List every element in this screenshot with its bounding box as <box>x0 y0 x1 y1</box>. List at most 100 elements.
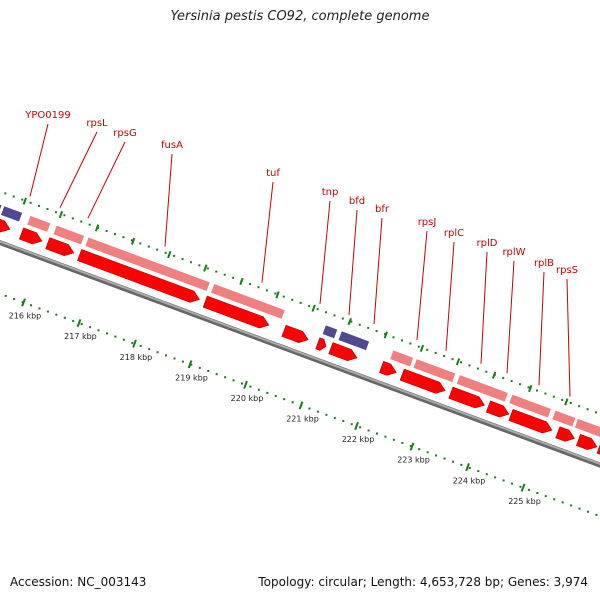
scale-dot <box>468 466 471 469</box>
kbp-tick-label: 224 kbp <box>453 476 486 485</box>
scale-dot <box>4 294 7 297</box>
scale-dot <box>232 379 235 382</box>
gene-arrow <box>399 368 446 394</box>
scale-dot <box>207 369 210 372</box>
gene-bar <box>573 417 600 438</box>
gene-arrow <box>596 444 600 455</box>
scale-tick <box>58 210 64 219</box>
scale-dot <box>561 501 564 504</box>
scale-dot <box>476 367 479 370</box>
scale-dot <box>552 395 555 398</box>
kbp-tick <box>132 339 137 348</box>
scale-dot <box>434 351 437 354</box>
scale-dot <box>359 426 362 429</box>
scale-dot <box>54 211 57 214</box>
scale-dot <box>173 357 176 360</box>
scale-dot <box>266 391 269 394</box>
gene-label: rpsJ <box>418 217 437 228</box>
scale-dot <box>71 217 74 220</box>
scale-dot <box>173 254 176 257</box>
scale-tick-labels: 216 kbp 217 kbp 218 kbp 219 kbp 220 kbp 221 k… <box>9 312 541 506</box>
scale-dot <box>130 239 133 242</box>
gene-bar <box>0 203 3 212</box>
scale-dot <box>30 304 33 307</box>
scale-dot <box>215 270 218 273</box>
kbp-tick-label: 219 kbp <box>175 373 208 382</box>
gene-label: fusA <box>161 140 183 151</box>
scale-dot <box>400 339 403 342</box>
scale-dot <box>21 198 24 201</box>
kbp-tick <box>76 318 82 328</box>
scale-dot <box>274 292 277 295</box>
scale-dot <box>224 376 227 379</box>
scale-dot <box>63 214 66 217</box>
scale-tick <box>94 224 100 232</box>
scale-tick <box>167 251 172 259</box>
scale-tick <box>130 237 136 245</box>
scale-dot <box>190 363 193 366</box>
gene-features <box>0 203 600 455</box>
scale-dot <box>342 420 345 423</box>
kbp-tick-label: 222 kbp <box>342 435 375 444</box>
gene-bar <box>0 205 24 223</box>
kbp-tick-label: 225 kbp <box>508 497 541 506</box>
scale-dot <box>451 358 454 361</box>
scale-dot <box>89 326 92 329</box>
label-leader <box>319 200 331 305</box>
scale-dot <box>409 445 412 448</box>
kbp-tick <box>243 380 248 389</box>
scale-tick <box>455 358 461 366</box>
scale-dot <box>350 423 353 426</box>
scale-dot <box>494 476 497 479</box>
scale-dot <box>401 441 404 444</box>
scale-dot <box>519 383 522 386</box>
scale-dot <box>324 311 327 314</box>
scale-dot <box>240 382 243 385</box>
scale-dot <box>131 341 134 344</box>
kbp-tick <box>187 360 193 369</box>
scale-dot <box>206 267 209 270</box>
scale-dot <box>358 323 361 326</box>
scale-dot <box>97 329 100 332</box>
label-leader <box>29 123 49 197</box>
kbp-tick <box>409 442 415 451</box>
label-leader <box>506 260 515 374</box>
scale-dot <box>223 273 226 276</box>
gene-bar <box>84 236 211 293</box>
gene-bar <box>26 214 52 233</box>
gene-arrow <box>18 227 43 245</box>
scale-dot <box>55 313 58 316</box>
scale-dot <box>418 448 421 451</box>
gene-label: rplB <box>534 258 554 269</box>
scale-dot <box>148 348 151 351</box>
gene-label: tuf <box>266 168 280 179</box>
scale-dot <box>249 385 252 388</box>
scale-dot <box>527 488 530 491</box>
scale-dot <box>350 320 353 323</box>
gene-label: bfd <box>349 196 365 207</box>
gene-bar <box>455 374 509 403</box>
scale-dot <box>553 498 556 501</box>
scale-tick <box>528 384 533 393</box>
scale-dot <box>38 307 41 310</box>
scale-dot <box>409 342 412 345</box>
accession-text: Accession: NC_003143 <box>10 575 147 589</box>
scale-dot <box>139 344 142 347</box>
scale-dot <box>105 229 108 232</box>
scale-tick <box>419 344 425 352</box>
scale-dot <box>519 485 522 488</box>
scale-dot <box>274 395 277 398</box>
label-leader <box>261 181 274 283</box>
scale-dot <box>12 195 15 198</box>
scale-dot <box>291 298 294 301</box>
scale-dot <box>156 351 159 354</box>
scale-dot <box>80 220 83 223</box>
scale-dot <box>46 310 49 313</box>
scale-dot <box>72 319 75 322</box>
scale-dot <box>189 261 192 264</box>
gene-bar <box>209 282 286 320</box>
scale-tick <box>383 331 388 339</box>
scale-dot <box>375 330 378 333</box>
scale-dot <box>215 373 218 376</box>
